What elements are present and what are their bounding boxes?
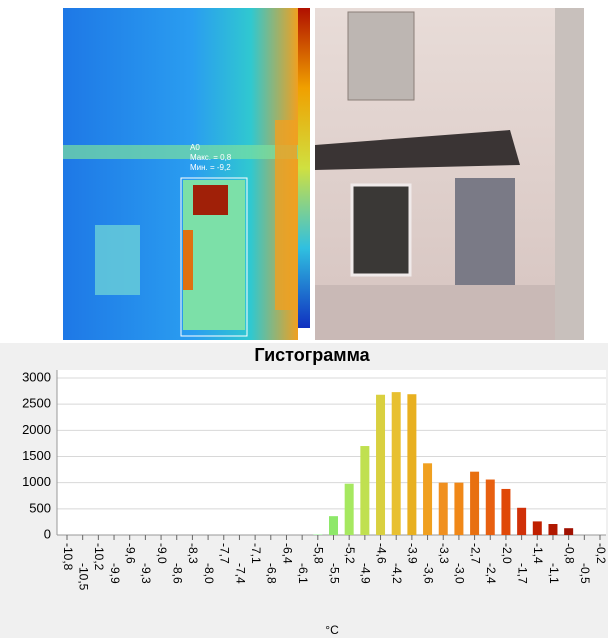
x-tick-label: -6,4 bbox=[280, 543, 294, 564]
bar bbox=[345, 484, 354, 535]
roi-label: A0 bbox=[190, 143, 200, 152]
x-tick-label: -7,1 bbox=[249, 543, 263, 564]
chart-title: Гистограмма bbox=[254, 345, 370, 365]
thermal-pipe bbox=[275, 120, 297, 310]
bar bbox=[313, 534, 322, 535]
x-tick-label: -10,5 bbox=[77, 563, 91, 591]
x-tick-label: -3,3 bbox=[437, 543, 451, 564]
x-tick-label: -4,2 bbox=[390, 563, 404, 584]
thermal-image: A0 Макс. = 0,8 Мин. = -9,2 bbox=[63, 8, 310, 340]
color-bar bbox=[298, 8, 310, 328]
bar bbox=[360, 446, 369, 535]
x-tick-label: -10,2 bbox=[92, 543, 106, 571]
x-tick-label: -0,8 bbox=[562, 543, 576, 564]
x-tick-label: -5,8 bbox=[312, 543, 326, 564]
bar bbox=[454, 483, 463, 535]
x-tick-label: -9,6 bbox=[124, 543, 138, 564]
x-tick-label: -6,1 bbox=[296, 563, 310, 584]
x-tick-label: -8,0 bbox=[202, 563, 216, 584]
bar bbox=[423, 463, 432, 535]
x-tick-label: -2,4 bbox=[484, 563, 498, 584]
screen: A0 Макс. = 0,8 Мин. = -9,2 Гистограмма °… bbox=[0, 0, 608, 638]
bar bbox=[470, 472, 479, 535]
bar bbox=[564, 528, 573, 535]
x-tick-label: -2,7 bbox=[468, 543, 482, 564]
x-tick-label: -3,9 bbox=[406, 543, 420, 564]
thermal-hot bbox=[193, 185, 228, 215]
photo-base bbox=[315, 285, 555, 340]
x-tick-label: -9,3 bbox=[139, 563, 153, 584]
bar bbox=[439, 483, 448, 535]
x-tick-label: -1,4 bbox=[531, 543, 545, 564]
bar bbox=[486, 480, 495, 535]
x-tick-label: -3,6 bbox=[421, 563, 435, 584]
x-tick-label: -5,2 bbox=[343, 543, 357, 564]
x-tick-label: -1,1 bbox=[547, 563, 561, 584]
bar bbox=[533, 521, 542, 535]
x-tick-label: -8,3 bbox=[186, 543, 200, 564]
bar bbox=[329, 516, 338, 535]
x-tick-label: -9,9 bbox=[108, 563, 122, 584]
x-tick-label: -8,6 bbox=[171, 563, 185, 584]
x-tick-label: -10,8 bbox=[61, 543, 75, 571]
x-tick-label: -1,7 bbox=[515, 563, 529, 584]
x-axis-title: °C bbox=[325, 623, 339, 637]
y-tick-label: 1000 bbox=[22, 474, 51, 489]
photo-wall bbox=[555, 8, 584, 340]
bar bbox=[376, 395, 385, 535]
x-tick-label: -7,4 bbox=[233, 563, 247, 584]
photo bbox=[315, 8, 584, 340]
bar bbox=[392, 392, 401, 535]
y-tick-label: 500 bbox=[29, 500, 51, 515]
photo-window2 bbox=[352, 185, 410, 275]
y-tick-label: 3000 bbox=[22, 369, 51, 384]
photo-window bbox=[348, 12, 414, 100]
roi-max: Макс. = 0,8 bbox=[190, 153, 232, 162]
bar bbox=[517, 508, 526, 535]
thermal-band bbox=[63, 145, 298, 159]
x-tick-label: -3,0 bbox=[453, 563, 467, 584]
y-tick-label: 2500 bbox=[22, 396, 51, 411]
x-tick-label: -0,2 bbox=[594, 543, 608, 564]
x-tick-label: -4,9 bbox=[359, 563, 373, 584]
y-tick-label: 0 bbox=[44, 526, 51, 541]
bar bbox=[407, 394, 416, 535]
roi-min: Мин. = -9,2 bbox=[190, 163, 231, 172]
y-tick-label: 1500 bbox=[22, 448, 51, 463]
x-tick-label: -0,5 bbox=[578, 563, 592, 584]
x-tick-label: -2,0 bbox=[500, 543, 514, 564]
bar bbox=[548, 524, 557, 535]
thermal-warm bbox=[183, 230, 193, 290]
bar bbox=[501, 489, 510, 535]
x-tick-label: -9,0 bbox=[155, 543, 169, 564]
x-tick-label: -5,5 bbox=[327, 563, 341, 584]
x-tick-label: -6,8 bbox=[265, 563, 279, 584]
y-tick-label: 2000 bbox=[22, 422, 51, 437]
x-tick-label: -4,6 bbox=[374, 543, 388, 564]
x-tick-label: -7,7 bbox=[218, 543, 232, 564]
thermal-window bbox=[95, 225, 140, 295]
